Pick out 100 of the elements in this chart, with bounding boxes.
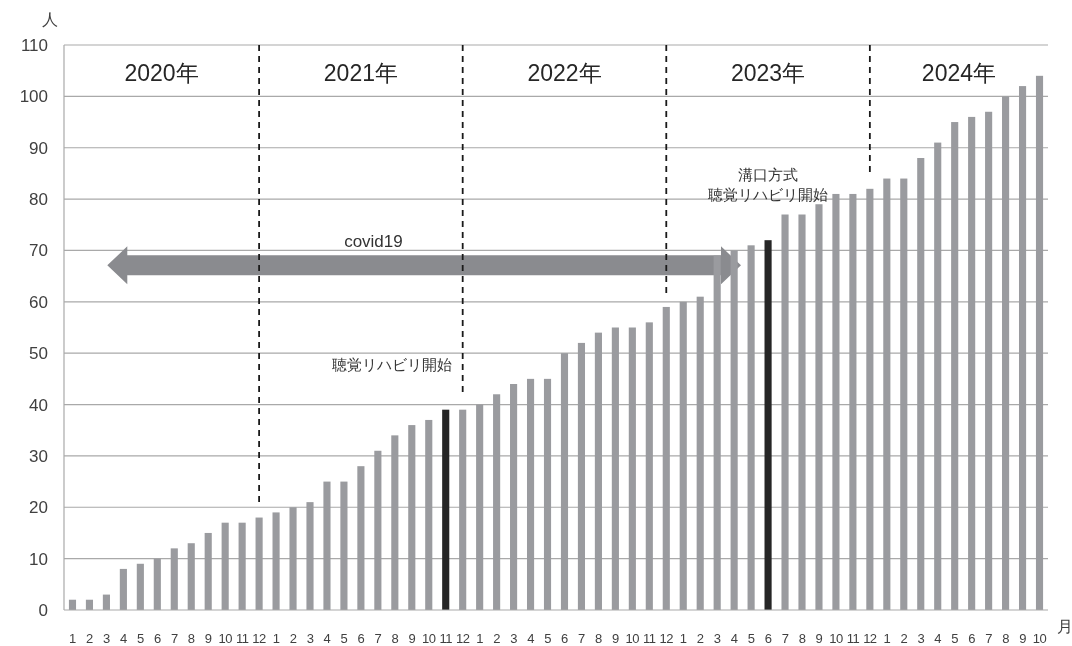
- x-axis-title: 月: [1057, 618, 1072, 635]
- x-tick-label: 11: [846, 631, 860, 646]
- x-tick-label: 8: [187, 631, 195, 646]
- annotation: 2022年: [527, 60, 602, 86]
- bar: [747, 245, 755, 610]
- x-tick-label: 9: [1019, 631, 1027, 646]
- x-tick-label: 10: [625, 631, 640, 646]
- bar: [272, 512, 280, 610]
- bar: [1002, 96, 1010, 610]
- x-tick-label: 3: [917, 631, 925, 646]
- x-tick-label: 3: [510, 631, 518, 646]
- bar: [170, 548, 178, 610]
- bar: [611, 327, 619, 610]
- x-tick-label: 8: [798, 631, 806, 646]
- x-tick-label: 4: [730, 631, 738, 646]
- y-axis-title: 人: [42, 11, 58, 28]
- x-tick-label: 8: [1002, 631, 1010, 646]
- x-tick-label: 10: [422, 631, 436, 646]
- bar: [459, 409, 467, 610]
- bar: [526, 378, 535, 610]
- bar: [560, 353, 569, 610]
- x-tick-label: 10: [829, 631, 843, 646]
- annotation: covid19: [344, 232, 403, 252]
- x-tick-label: 9: [408, 631, 416, 646]
- bar: [594, 332, 602, 610]
- y-tick-label: 110: [20, 36, 48, 55]
- x-tick-label: 4: [934, 631, 942, 646]
- bar: [1018, 86, 1027, 610]
- bar: [917, 158, 925, 610]
- x-tick-label: 7: [578, 631, 586, 646]
- x-tick-label: 2: [86, 631, 94, 646]
- annotation: 2024年: [921, 60, 997, 86]
- x-tick-label: 2: [900, 631, 908, 646]
- bar: [764, 240, 772, 610]
- bar: [119, 568, 127, 610]
- x-tick-label: 12: [659, 631, 674, 646]
- x-tick-label: 4: [323, 631, 331, 646]
- x-tick-label: 1: [883, 631, 891, 646]
- annotation: 2023年: [730, 60, 806, 86]
- x-tick-label: 10: [1032, 631, 1047, 646]
- bar: [255, 517, 263, 610]
- y-tick-label: 80: [29, 190, 48, 210]
- x-tick-label: 4: [120, 631, 128, 646]
- bar: [442, 409, 450, 610]
- x-tick-label: 5: [340, 631, 348, 646]
- x-tick-label: 7: [374, 631, 382, 646]
- x-tick-label: 9: [815, 631, 823, 646]
- annotation: 2020年: [124, 60, 199, 86]
- y-tick-label: 60: [29, 292, 48, 312]
- x-tick-label: 7: [985, 631, 993, 646]
- x-tick-label: 5: [544, 631, 552, 646]
- x-tick-label: 12: [252, 631, 267, 646]
- bar: [204, 532, 212, 610]
- x-tick-label: 1: [272, 631, 280, 646]
- y-tick-label: 10: [29, 549, 48, 569]
- bar: [849, 193, 857, 610]
- bar: [136, 563, 144, 610]
- y-tick-label: 70: [29, 241, 48, 261]
- y-tick-label: 90: [29, 138, 48, 158]
- bar: [883, 178, 891, 610]
- x-tick-label: 7: [170, 631, 178, 646]
- bar: [985, 111, 993, 610]
- x-tick-label: 1: [679, 631, 687, 646]
- bar: [510, 384, 518, 610]
- x-tick-label: 5: [136, 631, 144, 646]
- x-tick-label: 1: [69, 631, 77, 646]
- bar: [815, 204, 823, 610]
- x-tick-label: 6: [357, 631, 365, 646]
- bar: [306, 502, 314, 610]
- y-tick-label: 50: [29, 344, 48, 364]
- x-tick-label: 2: [493, 631, 501, 646]
- annotation: 2021年: [323, 60, 398, 86]
- bar: [493, 394, 501, 610]
- x-tick-label: 6: [561, 631, 569, 646]
- y-tick-label: 20: [29, 498, 48, 518]
- bar: [628, 327, 636, 610]
- x-tick-label: 11: [643, 631, 656, 646]
- bar: [900, 178, 908, 610]
- x-tick-label: 10: [218, 631, 233, 646]
- bar: [357, 466, 365, 610]
- bar: [1035, 75, 1044, 610]
- bar: [374, 450, 382, 610]
- x-tick-label: 12: [863, 631, 877, 646]
- x-tick-label: 7: [781, 631, 789, 646]
- x-tick-label: 5: [951, 631, 959, 646]
- bar: [425, 419, 433, 610]
- bar: [645, 322, 653, 610]
- x-tick-label: 9: [204, 631, 212, 646]
- x-tick-label: 11: [235, 631, 249, 646]
- x-tick-label: 6: [968, 631, 976, 646]
- bar: [340, 481, 348, 610]
- bar: [934, 142, 942, 610]
- x-tick-label: 3: [306, 631, 314, 646]
- bar: [798, 214, 806, 610]
- bar: [781, 214, 789, 610]
- bar: [577, 342, 586, 610]
- bar: [543, 378, 552, 610]
- x-tick-label: 5: [747, 631, 755, 646]
- bar: [289, 507, 297, 610]
- y-tick-label: 40: [29, 395, 48, 415]
